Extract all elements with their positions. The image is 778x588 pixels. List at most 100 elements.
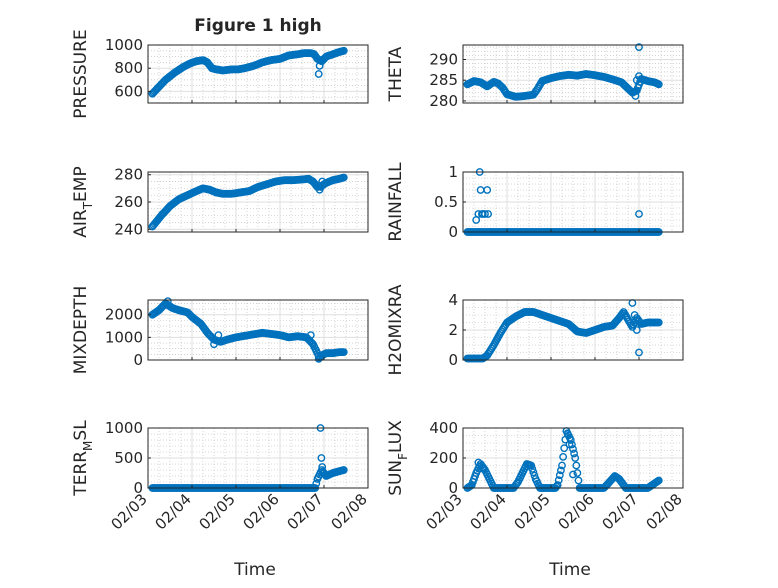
data-point <box>339 348 348 356</box>
x-tick-label: 02/04 <box>152 490 195 533</box>
y-tick-label: 285 <box>429 71 458 89</box>
y-axis-label-tail: SL <box>71 420 91 441</box>
y-axis-label-main: THETA <box>386 46 406 102</box>
y-axis-label-main: MIXDEPTH <box>71 286 91 375</box>
y-axis-label: RAINFALL <box>386 162 406 242</box>
y-tick-label: 1000 <box>105 328 143 346</box>
data-point <box>481 210 489 218</box>
data-point <box>483 186 492 194</box>
data-point <box>318 463 327 471</box>
axes-box <box>462 44 684 104</box>
y-axis-label: AIRTEMP <box>71 166 95 237</box>
data-point <box>565 440 574 449</box>
data-point <box>214 331 223 339</box>
subplot-air_temp: 240 260 280 AIRTEMP <box>71 166 369 238</box>
data-point <box>571 454 580 462</box>
x-axis-label: Time <box>548 560 591 580</box>
y-tick-label: 800 <box>114 59 143 77</box>
data-point <box>573 469 582 477</box>
axes-box <box>147 299 369 361</box>
y-axis-label-subscript: M <box>81 441 95 451</box>
subplot-mixdepth: 0 1000 2000 MIXDEPTH <box>71 286 369 375</box>
x-tick-label: 02/05 <box>196 490 239 533</box>
data-point <box>632 76 641 85</box>
y-tick-label: 290 <box>429 51 458 69</box>
data-point <box>474 458 483 467</box>
x-tick-label: 02/03 <box>423 490 466 533</box>
y-tick-label: 1 <box>448 163 458 181</box>
x-tick-label: 02/06 <box>240 490 283 533</box>
data-point <box>554 476 563 484</box>
data-point <box>654 80 663 89</box>
y-tick-label: 2000 <box>105 306 143 324</box>
y-tick-label: 0 <box>448 479 458 497</box>
data-point <box>314 70 323 78</box>
y-tick-label: 2 <box>448 321 458 339</box>
data-point <box>555 471 564 480</box>
data-point <box>484 210 492 218</box>
y-tick-label: 0 <box>133 351 143 369</box>
y-axis-label: TERRMSL <box>71 420 95 497</box>
x-tick-label: 02/06 <box>555 490 598 533</box>
y-tick-label: 240 <box>114 220 143 238</box>
data-point <box>559 452 567 461</box>
y-axis-label: MIXDEPTH <box>71 286 91 375</box>
x-tick-label: 02/07 <box>599 490 642 533</box>
data-point <box>306 331 315 339</box>
subplot-sun_flux: 0 200 400 02/03 02/04 02/05 02/06 02/07 02/08 Tim… <box>386 419 686 580</box>
data-point <box>558 461 566 470</box>
y-tick-label: 500 <box>114 449 143 467</box>
subplot-pressure: 600 800 1000 PRESSURE Figure 1 high <box>71 16 369 119</box>
data-point <box>566 436 575 444</box>
y-axis-label-main: TERR <box>71 451 91 497</box>
data-point <box>312 479 321 488</box>
y-axis-label-subscript: T <box>81 201 95 210</box>
axes-box <box>147 44 369 104</box>
data-point <box>339 173 348 182</box>
data-point <box>635 72 643 81</box>
x-tick-label: 02/08 <box>643 490 686 533</box>
data-point <box>557 466 565 475</box>
data-point <box>568 440 576 449</box>
x-tick-label: 02/05 <box>511 490 554 533</box>
y-axis-label-main: PRESSURE <box>71 29 91 118</box>
data-point <box>528 464 537 473</box>
data-point <box>635 43 643 51</box>
data-point <box>654 476 663 485</box>
figure-title: Figure 1 high <box>194 16 322 36</box>
y-axis-label-main: RAINFALL <box>386 162 406 242</box>
data-point <box>529 468 538 477</box>
x-axis-label: Time <box>233 560 276 580</box>
y-tick-label: 0 <box>448 351 458 369</box>
data-point <box>635 210 643 218</box>
y-tick-label: 4 <box>448 291 458 309</box>
y-tick-label: 1000 <box>105 419 143 437</box>
y-axis-label: SUNFLUX <box>386 420 410 496</box>
data-point <box>478 464 487 473</box>
data-point <box>320 55 328 63</box>
y-axis-label-main: AIR <box>71 209 91 238</box>
data-point <box>210 340 218 349</box>
y-tick-label: 0 <box>133 479 143 497</box>
data-point <box>563 430 572 438</box>
data-point <box>569 470 577 479</box>
y-tick-label: 200 <box>429 449 458 467</box>
y-tick-label: 0.5 <box>434 193 458 211</box>
data-point <box>339 46 348 55</box>
x-tick-label: 02/03 <box>108 490 151 533</box>
x-tick-label: 02/08 <box>328 490 371 533</box>
y-axis-label-tail: EMP <box>71 166 91 202</box>
y-tick-label: 280 <box>114 166 143 184</box>
data-point <box>314 354 323 363</box>
y-tick-label: 400 <box>429 419 458 437</box>
subplot-terr_msl: 0 500 1000 02/03 02/04 02/05 02/06 02/07 02/08 Ti… <box>71 419 371 580</box>
y-tick-label: 260 <box>114 193 143 211</box>
y-axis-label: H2OMIXRA <box>386 284 406 375</box>
subplot-theta: 280 285 290 THETA <box>386 43 684 110</box>
data-point <box>560 444 569 453</box>
data-point <box>317 454 326 462</box>
data-point <box>635 348 643 357</box>
y-axis-label-main: H2OMIXRA <box>386 284 406 375</box>
y-axis-label-subscript: F <box>396 453 410 460</box>
